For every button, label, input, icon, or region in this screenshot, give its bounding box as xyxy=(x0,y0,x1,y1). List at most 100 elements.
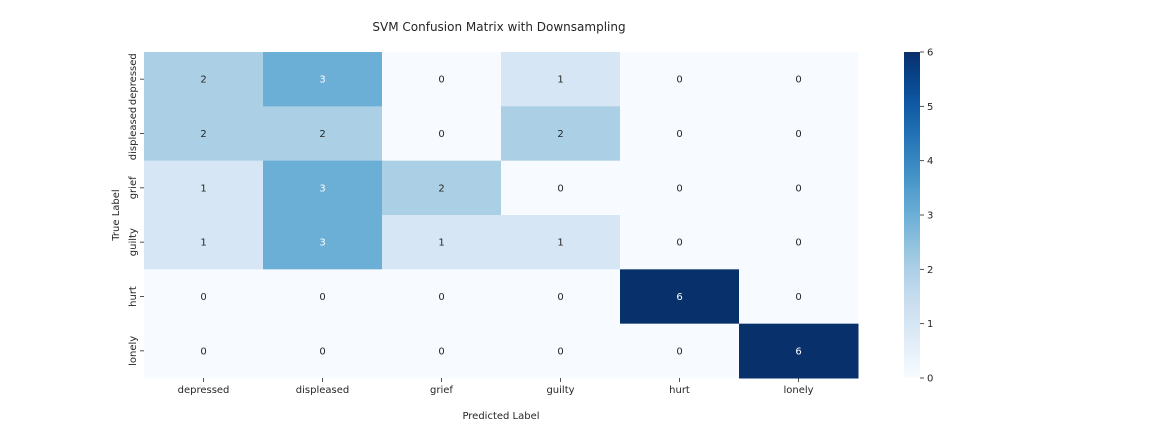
colorbar-tick-label: 0 xyxy=(927,374,933,385)
cell-value: 0 xyxy=(200,292,206,303)
heatmap-cell xyxy=(739,269,859,325)
cell-value: 2 xyxy=(557,129,563,140)
heatmap-cell xyxy=(620,323,740,379)
cell-value: 2 xyxy=(200,129,206,140)
heatmap-cell xyxy=(501,160,621,216)
heatmap-cell xyxy=(501,323,621,379)
cell-value: 0 xyxy=(676,238,682,249)
cell-value: 1 xyxy=(200,183,206,194)
y-tick-label: grief xyxy=(128,176,139,199)
cell-value: 0 xyxy=(319,346,325,357)
heatmap-cell xyxy=(620,106,740,162)
heatmap-cell xyxy=(144,215,264,270)
cell-value: 0 xyxy=(676,129,682,140)
heatmap-cell xyxy=(263,215,383,270)
chart-title: SVM Confusion Matrix with Downsampling xyxy=(372,20,625,34)
heatmap-cell xyxy=(501,215,621,270)
heatmap-cell xyxy=(263,106,383,162)
heatmap-cell xyxy=(501,106,621,162)
colorbar-ticks: 0 1 2 3 4 5 6 xyxy=(920,48,933,385)
heatmap-cell xyxy=(739,52,859,107)
heatmap-cell xyxy=(263,269,383,325)
heatmap-cell xyxy=(739,160,859,216)
cell-value: 1 xyxy=(557,238,563,249)
y-axis-ticks: depressed displeased grief guilty hurt lonely xyxy=(128,53,144,366)
cell-value: 0 xyxy=(200,346,206,357)
cell-value: 3 xyxy=(319,183,325,194)
heatmap-cell xyxy=(382,269,502,325)
y-tick-label: guilty xyxy=(128,228,139,256)
cell-value: 3 xyxy=(319,75,325,86)
cell-value: 0 xyxy=(795,292,801,303)
cell-value: 0 xyxy=(557,183,563,194)
x-tick-label: grief xyxy=(430,385,453,396)
x-axis-ticks: depressed displeased grief guilty hurt lonely xyxy=(178,378,814,396)
x-tick-label: guilty xyxy=(546,385,574,396)
heatmap-cell xyxy=(144,323,264,379)
heatmap-cell xyxy=(144,269,264,325)
heatmap-cell xyxy=(739,215,859,270)
heatmap-cell xyxy=(382,52,502,107)
y-tick-label: lonely xyxy=(128,336,139,366)
cell-value: 2 xyxy=(438,183,444,194)
x-tick-label: lonely xyxy=(783,385,813,396)
cell-value: 0 xyxy=(438,292,444,303)
heatmap-cell xyxy=(382,215,502,270)
heatmap-cell xyxy=(501,52,621,107)
cell-value: 6 xyxy=(676,292,682,303)
cell-value: 2 xyxy=(319,129,325,140)
heatmap-cell xyxy=(144,160,264,216)
cell-value: 0 xyxy=(438,129,444,140)
heatmap-cells xyxy=(144,52,859,379)
colorbar xyxy=(904,52,920,378)
cell-value: 0 xyxy=(438,346,444,357)
cell-value: 0 xyxy=(319,292,325,303)
cell-value: 0 xyxy=(795,75,801,86)
cell-value: 0 xyxy=(676,75,682,86)
cell-value: 0 xyxy=(795,129,801,140)
cell-value: 0 xyxy=(795,238,801,249)
heatmap-cell xyxy=(263,323,383,379)
y-axis-label: True Label xyxy=(111,189,122,241)
colorbar-tick-label: 2 xyxy=(927,265,933,276)
cell-value: 0 xyxy=(795,183,801,194)
cell-value: 1 xyxy=(200,238,206,249)
heatmap-cell xyxy=(144,106,264,162)
heatmap-cell xyxy=(382,160,502,216)
heatmap-cell xyxy=(382,323,502,379)
heatmap-cell xyxy=(144,52,264,107)
cell-value: 0 xyxy=(557,292,563,303)
y-tick-label: displeased xyxy=(128,107,139,160)
heatmap-cell xyxy=(620,160,740,216)
cell-value: 1 xyxy=(438,238,444,249)
heatmap-cell xyxy=(739,323,859,379)
colorbar-tick-label: 5 xyxy=(927,102,933,113)
colorbar-tick-label: 4 xyxy=(927,156,933,167)
cell-value: 3 xyxy=(319,238,325,249)
cell-value: 2 xyxy=(200,75,206,86)
cell-value: 1 xyxy=(557,75,563,86)
y-tick-label: hurt xyxy=(128,286,139,307)
heatmap-cell xyxy=(620,269,740,325)
heatmap-cell xyxy=(263,160,383,216)
heatmap-cell xyxy=(620,215,740,270)
x-tick-label: depressed xyxy=(178,385,230,396)
cell-value: 0 xyxy=(676,346,682,357)
heatmap-cell xyxy=(620,52,740,107)
heatmap-cell xyxy=(263,52,383,107)
cell-value: 0 xyxy=(676,183,682,194)
colorbar-tick-label: 1 xyxy=(927,319,933,330)
heatmap-annotations: 2 3 0 1 0 0 2 2 0 2 0 0 1 3 2 0 0 0 1 3 1 1 0 0 0 0 0 0 6 0 0 0 0 0 0 6 xyxy=(200,75,801,358)
cell-value: 0 xyxy=(438,75,444,86)
x-tick-label: displeased xyxy=(296,385,349,396)
heatmap-cell xyxy=(501,269,621,325)
cell-value: 6 xyxy=(795,346,801,357)
x-tick-label: hurt xyxy=(669,385,690,396)
cell-value: 0 xyxy=(557,346,563,357)
colorbar-tick-label: 3 xyxy=(927,211,933,222)
heatmap-cell xyxy=(382,106,502,162)
colorbar-tick-label: 6 xyxy=(927,48,933,59)
x-axis-label: Predicted Label xyxy=(462,411,539,422)
heatmap-cell xyxy=(739,106,859,162)
